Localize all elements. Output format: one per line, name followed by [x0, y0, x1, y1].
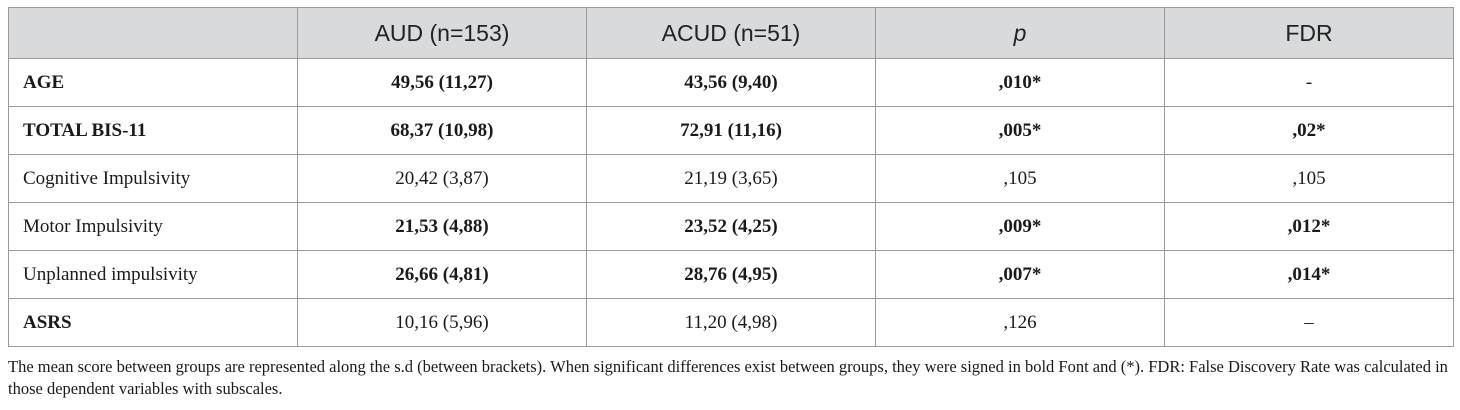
- cell-aud: 68,37 (10,98): [297, 106, 587, 155]
- header-variable: [8, 7, 298, 59]
- cell-aud: 26,66 (4,81): [297, 250, 587, 299]
- header-fdr: FDR: [1164, 7, 1454, 59]
- cell-acud: 72,91 (11,16): [586, 106, 876, 155]
- row-label: ASRS: [8, 298, 298, 347]
- cell-acud: 28,76 (4,95): [586, 250, 876, 299]
- header-aud: AUD (n=153): [297, 7, 587, 59]
- row-label: Unplanned impulsivity: [8, 250, 298, 299]
- cell-p: ,007*: [875, 250, 1165, 299]
- table-row-unplanned: Unplanned impulsivity 26,66 (4,81) 28,76…: [8, 250, 1454, 299]
- table-container: AUD (n=153) ACUD (n=51) p FDR AGE 49,56 …: [8, 7, 1454, 400]
- cell-acud: 23,52 (4,25): [586, 202, 876, 251]
- header-p: p: [875, 7, 1165, 59]
- cell-fdr: ,105: [1164, 154, 1454, 203]
- results-table: AUD (n=153) ACUD (n=51) p FDR AGE 49,56 …: [8, 7, 1454, 347]
- cell-fdr: -: [1164, 58, 1454, 107]
- cell-acud: 43,56 (9,40): [586, 58, 876, 107]
- cell-fdr: –: [1164, 298, 1454, 347]
- table-row-cognitive: Cognitive Impulsivity 20,42 (3,87) 21,19…: [8, 154, 1454, 203]
- cell-fdr: ,012*: [1164, 202, 1454, 251]
- cell-p: ,010*: [875, 58, 1165, 107]
- row-label: Motor Impulsivity: [8, 202, 298, 251]
- cell-aud: 21,53 (4,88): [297, 202, 587, 251]
- table-footnote: The mean score between groups are repres…: [8, 357, 1448, 398]
- cell-acud: 21,19 (3,65): [586, 154, 876, 203]
- cell-aud: 20,42 (3,87): [297, 154, 587, 203]
- cell-p: ,105: [875, 154, 1165, 203]
- header-row: AUD (n=153) ACUD (n=51) p FDR: [8, 7, 1454, 59]
- cell-p: ,126: [875, 298, 1165, 347]
- cell-fdr: ,02*: [1164, 106, 1454, 155]
- table-row-asrs: ASRS 10,16 (5,96) 11,20 (4,98) ,126 –: [8, 298, 1454, 347]
- cell-fdr: ,014*: [1164, 250, 1454, 299]
- row-label: AGE: [8, 58, 298, 107]
- table-row-age: AGE 49,56 (11,27) 43,56 (9,40) ,010* -: [8, 58, 1454, 107]
- cell-p: ,005*: [875, 106, 1165, 155]
- table-row-motor: Motor Impulsivity 21,53 (4,88) 23,52 (4,…: [8, 202, 1454, 251]
- cell-aud: 49,56 (11,27): [297, 58, 587, 107]
- row-label: TOTAL BIS-11: [8, 106, 298, 155]
- header-acud: ACUD (n=51): [586, 7, 876, 59]
- table-row-total-bis: TOTAL BIS-11 68,37 (10,98) 72,91 (11,16)…: [8, 106, 1454, 155]
- cell-p: ,009*: [875, 202, 1165, 251]
- cell-aud: 10,16 (5,96): [297, 298, 587, 347]
- cell-acud: 11,20 (4,98): [586, 298, 876, 347]
- row-label: Cognitive Impulsivity: [8, 154, 298, 203]
